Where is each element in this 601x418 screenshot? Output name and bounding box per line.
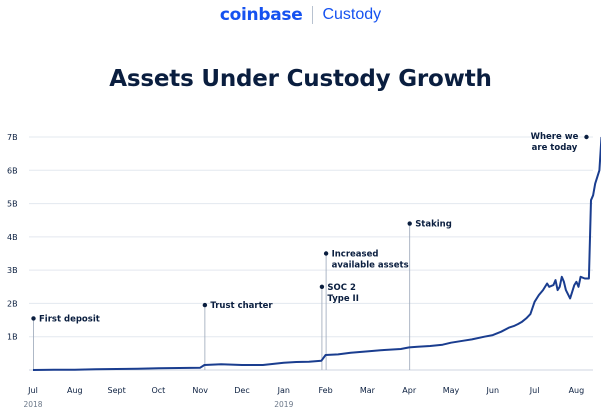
y-tick-label: 2B bbox=[7, 299, 18, 308]
brand-logo: coinbase bbox=[219, 5, 303, 25]
annotation-label: Trust charter bbox=[210, 301, 273, 311]
y-tick-label: 4B bbox=[7, 233, 18, 242]
product-name: Custody bbox=[322, 6, 382, 23]
y-tick-label: 7B bbox=[7, 133, 18, 142]
y-tick-label: 6B bbox=[7, 166, 18, 175]
x-tick-label: Mar bbox=[360, 386, 376, 395]
series-line bbox=[32, 136, 601, 371]
annotation-label: Type II bbox=[327, 294, 358, 304]
x-tick-label: Jun bbox=[486, 386, 500, 395]
header-logo: coinbase Custody bbox=[0, 3, 601, 27]
x-tick-label: May bbox=[443, 386, 460, 395]
x-tick-label: Feb bbox=[319, 386, 333, 395]
y-tick-label: 5B bbox=[7, 200, 18, 209]
x-tick-label: Apr bbox=[402, 386, 417, 395]
y-tick-label: 1B bbox=[7, 333, 18, 342]
annotation-dot bbox=[584, 134, 589, 140]
x-tick-label: Aug bbox=[67, 386, 83, 395]
annotation-label: Staking bbox=[415, 220, 452, 230]
annotation-label: Increased bbox=[332, 250, 379, 260]
annotation-label: available assets bbox=[332, 261, 409, 271]
annotation-label: First deposit bbox=[39, 314, 100, 324]
x-tick-label: Sept bbox=[107, 386, 125, 395]
x-year-label: 2018 bbox=[23, 400, 42, 409]
x-year-label: 2019 bbox=[274, 400, 293, 409]
x-tick-label: Jul bbox=[529, 386, 540, 395]
y-tick-label: 3B bbox=[7, 266, 18, 275]
x-tick-label: Jan bbox=[277, 386, 290, 395]
annotation-dot bbox=[202, 302, 208, 308]
annotation-label: are today bbox=[532, 143, 578, 153]
x-tick-label: Nov bbox=[192, 386, 208, 395]
logo-divider bbox=[312, 6, 314, 24]
x-tick-label: Dec bbox=[234, 386, 249, 395]
x-tick-label: Oct bbox=[151, 386, 165, 395]
x-tick-label: Aug bbox=[569, 386, 585, 395]
annotation-dot bbox=[323, 251, 329, 256]
chart-title: Assets Under Custody Growth bbox=[109, 66, 492, 92]
x-tick-label: Jul bbox=[27, 386, 38, 395]
annotation-dot bbox=[31, 316, 36, 321]
annotation-label: Where we bbox=[531, 132, 579, 142]
annotation-dot bbox=[407, 221, 412, 226]
annotation-label: SOC 2 bbox=[327, 283, 356, 293]
annotation-dot bbox=[319, 284, 325, 289]
